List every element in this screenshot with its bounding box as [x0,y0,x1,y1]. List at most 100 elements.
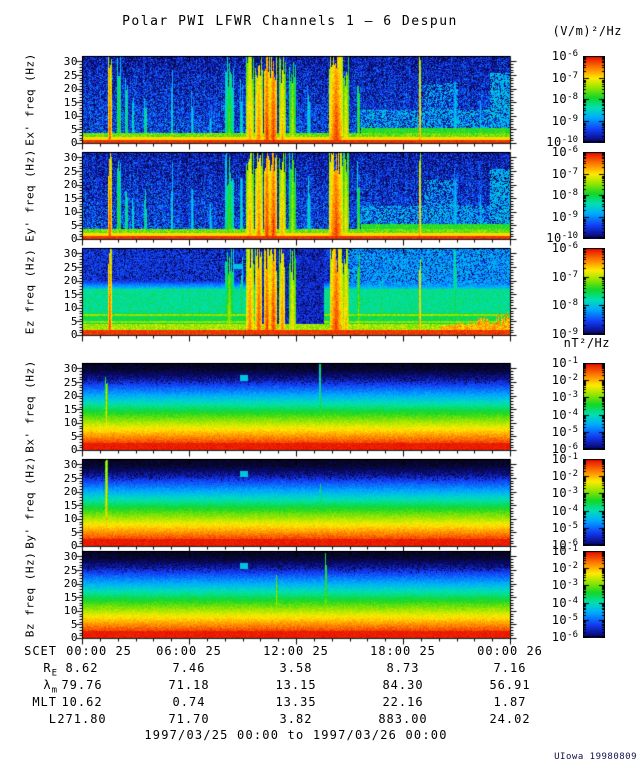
scet-tick-label: 12:00 25 [263,644,329,658]
y-tick-label: 5 [70,525,78,539]
colorbar-tick-label: 10-9 [551,209,578,224]
y-tick-label: 15 [63,191,78,205]
colorbar-tick-label: 10-9 [551,327,578,341]
colorbar-tick-label: 10-1 [551,356,578,370]
ephemeris-value: 8.62 [65,661,99,675]
y-tick-label: 10 [63,604,78,618]
ephemeris-value: 8.73 [386,661,420,675]
colorbar-bx [583,363,605,450]
y-tick-label: 5 [70,122,78,136]
y-tick-label: 20 [63,82,78,96]
ephemeris-value: 3.82 [279,712,313,726]
y-tick-label: 5 [70,314,78,328]
ephemeris-value: 56.91 [489,678,531,692]
y-tick-label: 25 [63,563,78,577]
y-tick-label: 30 [63,247,78,261]
colorbar-by [583,459,605,546]
ephemeris-value: 3.58 [279,661,313,675]
spectrogram-bz [82,551,510,638]
y-tick-label: 15 [63,498,78,512]
colorbar-tick-label: 10-1 [551,452,578,466]
y-tick-label: 0 [70,328,78,341]
colorbar-tick-label: 10-3 [551,486,578,501]
colorbar-ez [583,248,605,335]
colorbar-tick-label: 10-4 [551,407,578,422]
ylabel-by: By' freq (Hz) [23,455,37,549]
colorbar-tick-label: 10-8 [551,92,578,106]
spectrogram-ex [82,56,510,143]
y-tick-label: 0 [70,443,78,456]
ephemeris-value: 22.16 [382,695,424,709]
y-tick-label: 15 [63,287,78,301]
ephemeris-value: 7.46 [172,661,206,675]
colorbar-tick-label: 10-4 [551,595,578,610]
y-tick-label: 25 [63,68,78,82]
colorbar-tick-label: 10-8 [551,188,578,202]
y-tick-label: 20 [63,577,78,591]
ephemeris-value: 24.02 [489,712,531,726]
y-tick-label: 10 [63,301,78,315]
colorbar-tick-label: 10-9 [551,113,578,128]
colorbar-ey [583,152,605,239]
ephemeris-value: 79.76 [61,678,103,692]
ephemeris-value: 84.30 [382,678,424,692]
y-tick-label: 10 [63,512,78,526]
y-tick-label: 15 [63,95,78,109]
ephemeris-value: 71.70 [168,712,210,726]
scet-tick-label: 06:00 25 [156,644,222,658]
date-range-label: 1997/03/25 00:00 to 1997/03/26 00:00 [144,728,448,742]
y-tick-label: 20 [63,485,78,499]
spectrogram-ez [82,248,510,335]
y-tick-label: 25 [63,260,78,274]
y-tick-label: 30 [63,55,78,69]
y-tick-label: 25 [63,164,78,178]
colorbar-tick-label: 10-3 [551,390,578,405]
y-tick-label: 5 [70,429,78,443]
colorbar-bz [583,551,605,638]
ylabel-bz: Bz freq (Hz) [23,551,37,637]
spectrogram-ey [82,152,510,239]
colorbar-tick-label: 10-5 [551,520,578,535]
colorbar-tick-label: 10-2 [551,561,578,576]
colorbar-tick-label: 10-5 [551,424,578,439]
colorbar-tick-label: 10-7 [551,70,578,85]
ylabel-ex: Ex' freq (Hz) [23,52,37,146]
ephemeris-value: 883.00 [378,712,428,726]
colorbar-tick-label: 10-6 [551,49,578,63]
scet-tick-label: 00:00 26 [477,644,543,658]
colorbar-tick-label: 10-6 [551,630,578,644]
ephemeris-value: 10.62 [61,695,103,709]
colorbar-tick-label: 10-4 [551,503,578,518]
y-tick-label: 0 [70,136,78,149]
scet-tick-label: 18:00 25 [370,644,436,658]
ephemeris-value: 71.18 [168,678,210,692]
ephemeris-value: 1.87 [493,695,527,709]
colorbar-tick-label: 10-7 [551,269,578,284]
y-tick-label: 30 [63,458,78,472]
y-tick-label: 30 [63,550,78,564]
y-tick-label: 25 [63,471,78,485]
colorbar-tick-label: 10-7 [551,166,578,181]
electric-unit-label: (V/m)²/Hz [552,24,622,38]
y-tick-label: 5 [70,617,78,631]
scet-tick-label: 00:00 25 [66,644,132,658]
colorbar-tick-label: 10-5 [551,612,578,627]
ephemeris-value: 0.74 [172,695,206,709]
colorbar-tick-label: 10-3 [551,578,578,593]
y-tick-label: 20 [63,274,78,288]
y-tick-label: 10 [63,416,78,430]
ephemeris-value: 13.15 [275,678,317,692]
y-tick-label: 10 [63,205,78,219]
ephemeris-value: 7.16 [493,661,527,675]
colorbar-tick-label: 10-2 [551,469,578,484]
y-tick-label: 30 [63,151,78,165]
spectrogram-bx [82,363,510,450]
y-tick-label: 15 [63,590,78,604]
y-tick-label: 30 [63,362,78,376]
colorbar-tick-label: 10-8 [551,298,578,313]
spectrogram-by [82,459,510,546]
y-tick-label: 0 [70,631,78,644]
credit-stamp: UIowa 19980809 [554,752,637,762]
y-tick-label: 15 [63,402,78,416]
